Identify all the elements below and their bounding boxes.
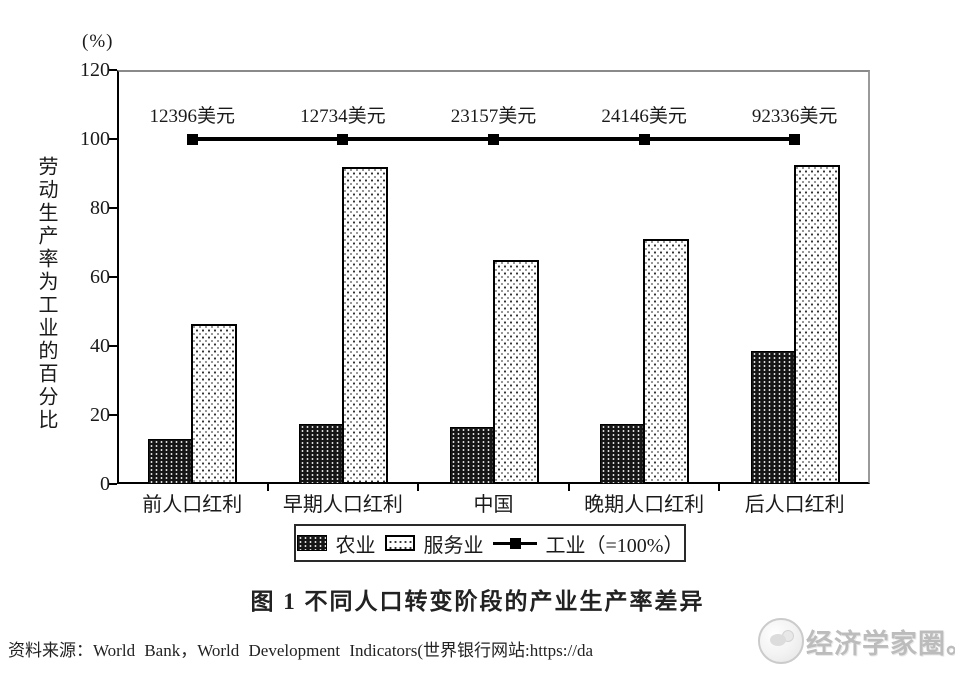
y-axis-tick: [109, 276, 117, 278]
x-category-label: 早期人口红利: [282, 494, 403, 516]
y-axis-tick: [109, 483, 117, 485]
y-axis-tick: [109, 207, 117, 209]
y-axis-label: 劳动生产率为工业的百分比: [35, 156, 57, 432]
gdp-value-label: 92336美元: [751, 106, 838, 127]
bar-agriculture: [449, 427, 494, 484]
y-tick-label: 100: [80, 128, 110, 150]
legend-label-industry: 工业（=100%）: [545, 534, 684, 557]
x-category-label: 后人口红利: [744, 494, 845, 516]
y-tick-label: 80: [90, 197, 110, 219]
y-axis-tick: [109, 138, 117, 140]
y-axis-tick: [109, 414, 117, 416]
legend-swatch-industry-line-icon: [492, 535, 537, 551]
y-axis-tick: [109, 345, 117, 347]
bar-services: [341, 166, 388, 484]
x-category-label: 前人口红利: [142, 494, 243, 516]
x-axis-tick: [718, 484, 721, 491]
watermark-text: 经济学家圈。: [806, 628, 955, 659]
gdp-value-label: 12734美元: [300, 106, 386, 127]
y-axis-tick: [109, 69, 117, 71]
bar-agriculture: [148, 439, 193, 484]
legend-swatch-services-icon: [384, 535, 415, 551]
legend-square-marker-icon: [509, 538, 521, 549]
bar-services: [191, 323, 238, 484]
bar-agriculture: [750, 351, 795, 484]
bar-services: [492, 259, 539, 484]
y-axis-unit-label: (%): [82, 31, 114, 52]
bar-agriculture: [600, 423, 645, 484]
x-axis-tick: [567, 484, 570, 491]
legend-swatch-agriculture-icon: [296, 535, 327, 551]
y-tick-label: 20: [90, 404, 110, 426]
source-note: 资料来源：World Bank，World Development Indica…: [8, 641, 593, 660]
legend-label-agriculture: 农业: [335, 534, 376, 557]
y-tick-label: 120: [80, 59, 110, 81]
y-tick-label: 60: [90, 266, 110, 288]
y-tick-label: 0: [100, 473, 110, 495]
industry-line-marker-icon: [789, 133, 801, 145]
bar-agriculture: [298, 423, 343, 484]
industry-line-marker-icon: [488, 133, 499, 145]
bar-services: [793, 164, 840, 484]
figure-caption: 图 1 不同人口转变阶段的产业生产率差异: [250, 589, 705, 614]
x-axis-tick: [417, 484, 420, 491]
industry-line-marker-icon: [186, 133, 198, 145]
x-category-label: 晚期人口红利: [584, 494, 705, 516]
y-tick-label: 40: [90, 335, 110, 357]
x-axis-tick: [266, 484, 269, 491]
gdp-value-label: 23157美元: [450, 106, 537, 127]
bar-services: [643, 239, 690, 484]
industry-line-marker-icon: [337, 133, 349, 145]
watermark-logo-icon: [758, 618, 804, 664]
x-category-label: 中国: [473, 494, 514, 516]
industry-line-marker-icon: [638, 133, 650, 145]
gdp-value-label: 12396美元: [149, 106, 236, 127]
legend-label-services: 服务业: [423, 534, 484, 557]
watermark: 经济学家圈。: [758, 618, 955, 664]
gdp-value-label: 24146美元: [601, 106, 687, 127]
legend: 农业 服务业 工业（=100%）: [294, 524, 686, 562]
